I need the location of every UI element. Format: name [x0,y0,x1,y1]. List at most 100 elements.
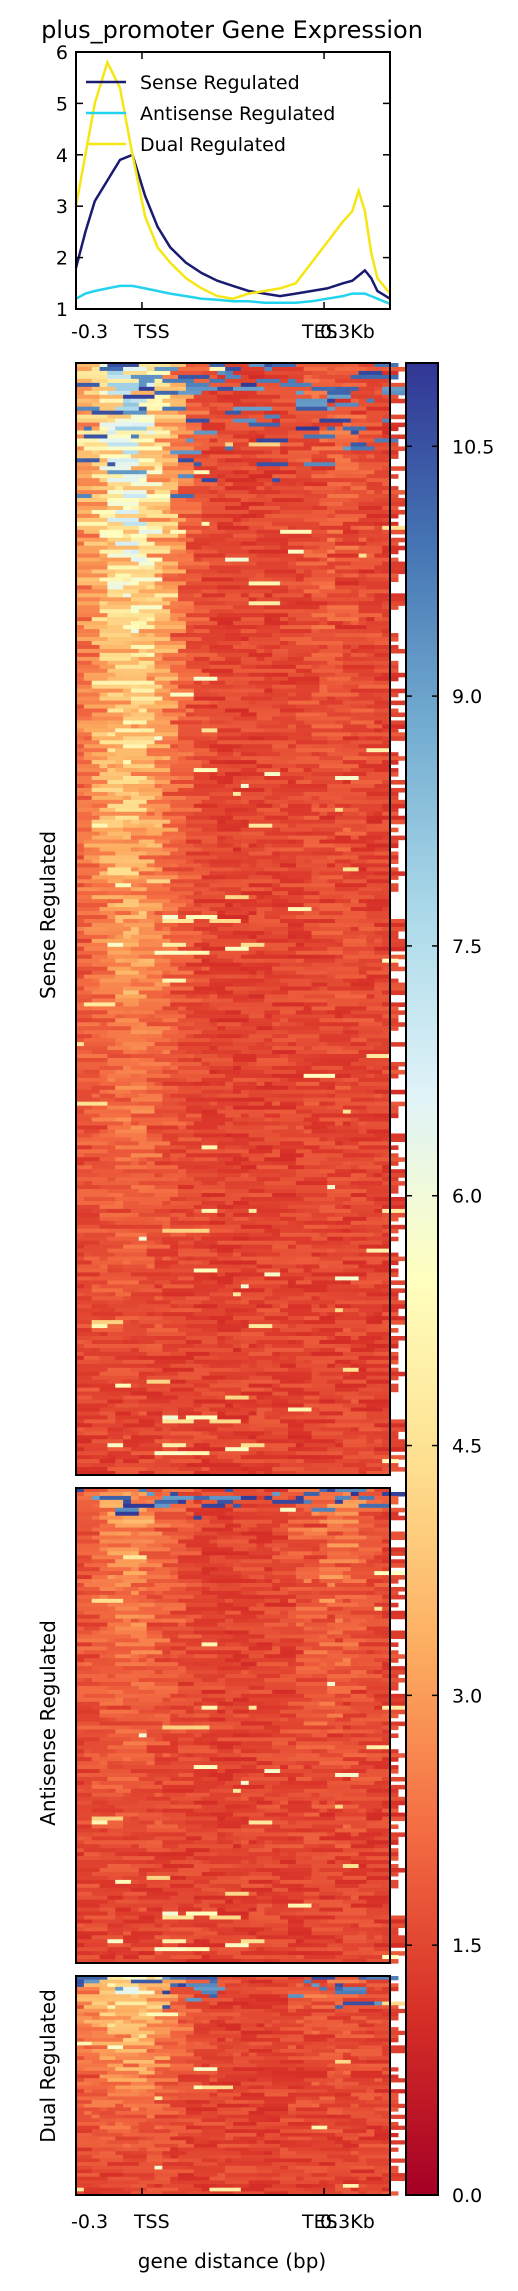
heatmap-cell [342,760,368,765]
heatmap-cell [248,1034,273,1039]
heatmap-cell [76,1157,101,1162]
heatmap-cell [138,553,148,559]
heatmap-cell [342,807,360,813]
heatmap-cell [358,922,375,928]
heatmap-cell [146,1415,163,1420]
heatmap-cell [295,470,313,475]
heatmap-cell [233,1431,265,1436]
heatmap-cell [76,712,93,718]
heatmap-cell [319,795,344,801]
heatmap-cell [154,641,179,646]
heatmap-cell [272,1324,289,1329]
heatmap-cell [342,1367,360,1373]
heatmap-cell [76,1351,85,1357]
heatmap-cell [280,1006,305,1011]
heatmap-cell [99,494,124,499]
heatmap-cell [170,799,203,805]
heatmap-cell [225,1105,234,1111]
heatmap-cell [319,903,344,908]
heatmap-cell [107,1153,132,1158]
heatmap-cell [178,736,211,741]
heatmap-cell [138,1399,171,1405]
heatmap-cell [382,569,415,575]
heatmap-cell [311,1511,320,1517]
heatmap-cell [311,1006,336,1011]
heatmap-cell [248,807,258,813]
heatmap-cell [217,1411,226,1417]
heatmap-cell [154,835,187,841]
heatmap-cell [295,1332,313,1337]
heatmap-cell [225,374,242,380]
heatmap-cell [327,1539,352,1545]
heatmap-cell [342,1531,360,1537]
heatmap-cell [240,366,265,372]
heatmap-cell [366,839,375,845]
heatmap-cell [170,394,195,400]
heatmap-cell [146,553,179,559]
heatmap-cell [319,1543,328,1548]
heatmap-cell [107,1527,140,1533]
heatmap-cell [162,557,195,563]
heatmap-cell [146,851,171,857]
heatmap-cell [138,1439,156,1444]
heatmap-cell [240,974,250,980]
heatmap-cell [130,1109,156,1115]
heatmap-cell [115,664,148,670]
heatmap-cell [264,954,289,960]
heatmap-cell [350,1010,383,1015]
heatmap-cell [209,1022,218,1027]
heatmap-cell [76,926,85,932]
heatmap-cell [154,1451,187,1456]
heatmap-cell [193,1284,226,1289]
heatmap-cell [178,426,187,432]
heatmap-cell [99,601,108,606]
heatmap-cell [154,390,179,396]
heatmap-cell [138,787,163,793]
heatmap-cell [178,1447,203,1452]
heatmap-cell [256,1399,265,1405]
heatmap-cell [185,895,218,900]
heatmap-cell [350,1427,360,1432]
heatmap-cell [76,498,108,503]
heatmap-cell [303,934,313,940]
heatmap-cell [162,911,179,916]
heatmap-cell [178,760,203,765]
heatmap-cell [264,736,289,741]
heatmap-cell [303,434,336,440]
heatmap-cell [115,386,140,392]
heatmap-cell [107,1177,116,1182]
heatmap-cell [225,819,242,825]
heatmap-cell [374,768,399,773]
heatmap-cell [319,1296,344,1301]
heatmap-cell [130,398,148,404]
heatmap-cell [217,827,242,833]
heatmap-cell [233,672,250,678]
y-tick-label: 3 [56,196,68,218]
heatmap-cell [209,815,218,821]
heatmap-cell [374,1085,391,1091]
heatmap-cell [154,712,163,718]
heatmap-cell [327,1002,360,1007]
heatmap-cell [217,748,234,753]
heatmap-cell [233,668,242,674]
heatmap-cell [303,764,320,769]
heatmap-cell [123,919,140,924]
heatmap-cell [295,1507,305,1513]
heatmap-cell [233,867,242,872]
heatmap-cell [303,1073,336,1079]
heatmap-cell [366,815,375,821]
heatmap-cell [287,934,297,940]
heatmap-cell [366,1272,399,1278]
heatmap-cell [256,716,273,722]
heatmap-cell [201,1455,218,1460]
heatmap-cell [374,926,383,932]
heatmap-cell [170,764,203,769]
heatmap-cell [193,1157,218,1162]
heatmap-cell [178,462,195,467]
heatmap-cell [319,545,336,551]
heatmap-cell [350,1236,368,1242]
heatmap-cell [280,1268,289,1274]
heatmap-cell [162,378,195,384]
heatmap-cell [76,470,93,475]
heatmap-cell [233,922,250,928]
